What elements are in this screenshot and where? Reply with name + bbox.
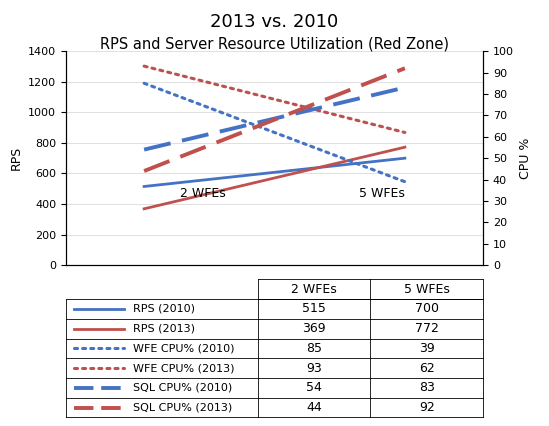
Text: 515: 515 — [302, 302, 326, 315]
Text: 92: 92 — [419, 401, 435, 414]
Text: RPS and Server Resource Utilization (Red Zone): RPS and Server Resource Utilization (Red… — [100, 36, 449, 51]
Text: 83: 83 — [419, 381, 435, 394]
Text: 5 WFEs: 5 WFEs — [404, 283, 450, 296]
Text: WFE CPU% (2010): WFE CPU% (2010) — [133, 343, 234, 354]
Text: RPS (2010): RPS (2010) — [133, 304, 195, 314]
Text: 54: 54 — [306, 381, 322, 394]
Text: SQL CPU% (2010): SQL CPU% (2010) — [133, 383, 232, 393]
Text: 700: 700 — [415, 302, 439, 315]
Text: 2 WFEs: 2 WFEs — [292, 283, 337, 296]
Text: 2013 vs. 2010: 2013 vs. 2010 — [210, 13, 339, 31]
Text: 5 WFEs: 5 WFEs — [358, 187, 405, 200]
Y-axis label: RPS: RPS — [9, 146, 23, 170]
Text: 369: 369 — [302, 322, 326, 335]
Text: 85: 85 — [306, 342, 322, 355]
Text: 2 WFEs: 2 WFEs — [180, 187, 226, 200]
Text: 93: 93 — [306, 362, 322, 374]
Text: WFE CPU% (2013): WFE CPU% (2013) — [133, 363, 234, 373]
Text: 62: 62 — [419, 362, 435, 374]
Text: 39: 39 — [419, 342, 435, 355]
Text: SQL CPU% (2013): SQL CPU% (2013) — [133, 403, 232, 413]
Text: RPS (2013): RPS (2013) — [133, 324, 195, 334]
Text: 44: 44 — [306, 401, 322, 414]
Y-axis label: CPU %: CPU % — [519, 138, 533, 179]
Text: 772: 772 — [415, 322, 439, 335]
